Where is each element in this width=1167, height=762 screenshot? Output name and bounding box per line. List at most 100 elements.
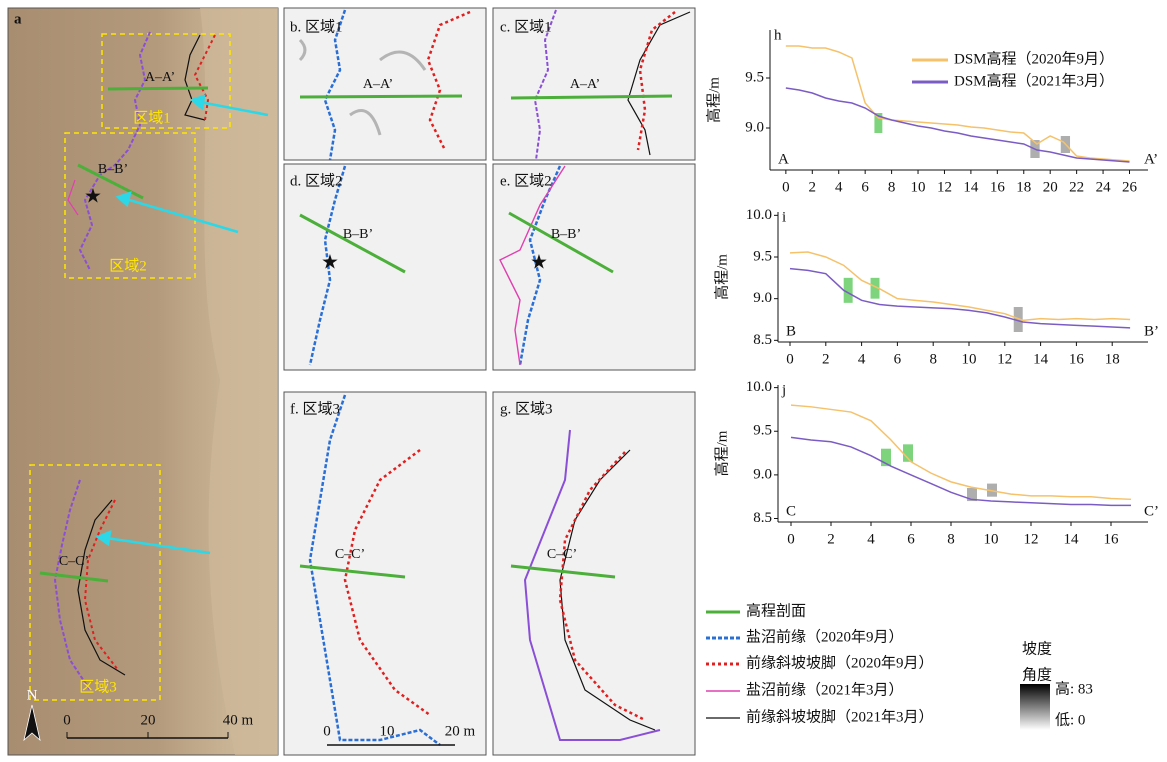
north-label: N	[27, 687, 38, 703]
x-tick-label: 10	[984, 531, 999, 547]
x-tick-label: 14	[963, 179, 979, 195]
section-label: B–B’	[343, 227, 373, 242]
star: ★	[84, 186, 102, 208]
x-tick-label: 10	[961, 351, 976, 367]
profile-start: A	[778, 151, 789, 167]
x-tick-label: 4	[867, 531, 875, 547]
section-label: B–B’	[98, 162, 128, 177]
colorbar-title: 坡度	[1022, 640, 1052, 657]
x-tick-label: 0	[787, 531, 795, 547]
series-line	[791, 405, 1131, 499]
x-tick-label: 14	[1033, 351, 1049, 367]
section-label: C–C’	[59, 554, 89, 569]
star: ★	[530, 252, 548, 274]
y-tick-label: 9.0	[753, 466, 772, 482]
legend-label: 前缘斜坡坡脚（2021年3月）	[746, 708, 934, 725]
x-tick-label: 0	[782, 179, 790, 195]
profile-end: B’	[1144, 323, 1159, 339]
x-tick-label: 4	[835, 179, 843, 195]
x-tick-label: 2	[809, 179, 817, 195]
x-tick-label: 4	[858, 351, 866, 367]
legend-label: DSM高程（2021年3月）	[954, 72, 1114, 89]
y-axis-title: 高程/m	[713, 254, 730, 300]
profile-end: C’	[1144, 503, 1159, 519]
profile-start: C	[786, 503, 796, 519]
section-label: A–A’	[363, 77, 393, 92]
region-label: 区域1	[133, 109, 171, 126]
y-tick-label: 9.5	[753, 423, 772, 439]
panel-title: e. 区域2	[500, 172, 552, 189]
scale-label: 20 m	[445, 723, 476, 739]
scale-label: 40 m	[223, 712, 254, 728]
star: ★	[321, 252, 339, 274]
x-tick-label: 10	[911, 179, 926, 195]
x-tick-label: 26	[1122, 179, 1138, 195]
x-tick-label: 16	[1104, 531, 1120, 547]
figure: a A–A’ B–B’ C–C’ 区域1 区域2 区域3 ★ N 0 20 40…	[0, 0, 1167, 762]
section-label: B–B’	[551, 227, 581, 242]
legend-label: 前缘斜坡坡脚（2020年9月）	[746, 654, 934, 671]
panel-title: f. 区域3	[290, 400, 340, 417]
colorbar-title: 角度	[1022, 666, 1052, 683]
x-tick-label: 12	[937, 179, 952, 195]
y-tick-label: 8.5	[753, 510, 772, 526]
x-tick-label: 12	[997, 351, 1012, 367]
x-tick-label: 2	[827, 531, 835, 547]
map-legend: 高程剖面 盐沼前缘（2020年9月） 前缘斜坡坡脚（2020年9月） 盐沼前缘（…	[706, 602, 1093, 730]
x-tick-label: 0	[786, 351, 794, 367]
panel-title: d. 区域2	[290, 172, 343, 189]
section-label: A–A’	[570, 77, 600, 92]
legend-label: 盐沼前缘（2020年9月）	[746, 628, 904, 645]
y-tick-label: 10.0	[746, 379, 772, 395]
x-tick-label: 8	[888, 179, 896, 195]
x-tick-label: 14	[1064, 531, 1080, 547]
x-tick-label: 18	[1016, 179, 1031, 195]
x-tick-label: 24	[1096, 179, 1112, 195]
panel-label: j	[781, 382, 786, 398]
y-tick-label: 10.0	[746, 207, 772, 223]
y-tick-label: 8.5	[753, 332, 772, 348]
scale-label: 20	[141, 712, 156, 728]
profile-end: A’	[1144, 151, 1158, 167]
scale-label: 10	[380, 723, 395, 739]
panel-title: c. 区域1	[500, 18, 552, 35]
legend-label: DSM高程（2020年9月）	[954, 50, 1114, 67]
series-line	[791, 437, 1131, 505]
x-tick-label: 16	[1069, 351, 1085, 367]
scale-label: 0	[63, 712, 71, 728]
x-tick-label: 6	[894, 351, 902, 367]
legend-label: 盐沼前缘（2021年3月）	[746, 681, 904, 698]
panel-a: a A–A’ B–B’ C–C’ 区域1 区域2 区域3 ★ N 0 20 40…	[8, 8, 278, 755]
region-label: 区域3	[79, 678, 117, 695]
profile-start: B	[786, 323, 796, 339]
y-tick-label: 9.5	[745, 69, 764, 85]
section-label: A–A’	[145, 70, 175, 85]
x-tick-label: 8	[929, 351, 937, 367]
y-axis-title: 高程/m	[713, 430, 730, 476]
x-tick-label: 20	[1043, 179, 1058, 195]
panel-label: i	[782, 209, 786, 225]
legend-label: 高程剖面	[746, 602, 806, 619]
panel-label: a	[14, 11, 22, 27]
x-tick-label: 8	[947, 531, 955, 547]
panel-label: h	[774, 27, 782, 43]
x-tick-label: 18	[1105, 351, 1120, 367]
panel-title: b. 区域1	[290, 18, 343, 35]
colorbar-low: 低: 0	[1055, 711, 1085, 728]
panels-b-g	[284, 8, 695, 755]
x-tick-label: 12	[1024, 531, 1039, 547]
colorbar-high: 高: 83	[1055, 680, 1093, 697]
section-label: C–C’	[335, 547, 365, 562]
section-label: C–C’	[547, 547, 577, 562]
panel-title: g. 区域3	[500, 400, 553, 417]
region-label: 区域2	[109, 257, 147, 274]
y-axis-title: 高程/m	[705, 77, 722, 123]
y-tick-label: 9.0	[745, 119, 764, 135]
x-tick-label: 6	[907, 531, 915, 547]
x-tick-label: 6	[861, 179, 869, 195]
x-tick-label: 2	[822, 351, 830, 367]
x-tick-label: 22	[1069, 179, 1084, 195]
y-tick-label: 9.5	[753, 248, 772, 264]
y-tick-label: 9.0	[753, 290, 772, 306]
scale-label: 0	[323, 723, 331, 739]
